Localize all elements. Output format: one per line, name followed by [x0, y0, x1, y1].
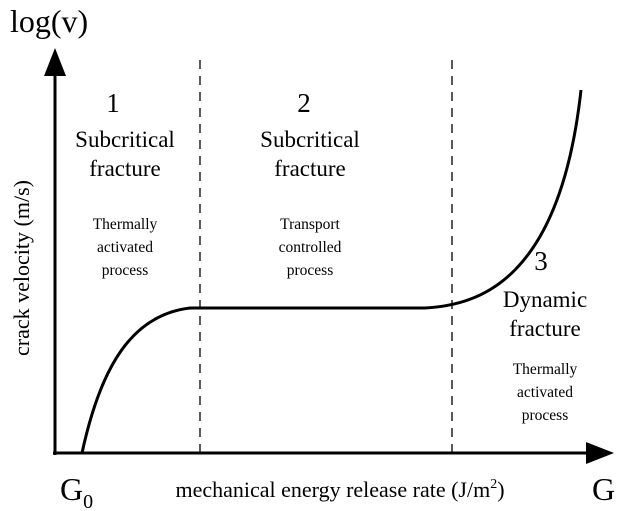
- region-title: fracture: [274, 156, 346, 181]
- region-description: Thermally: [513, 361, 578, 378]
- region-description: activated: [517, 384, 573, 401]
- x-axis-label-tail: ): [497, 477, 504, 502]
- velocity-curve: [80, 89, 583, 454]
- region-description: process: [522, 407, 569, 424]
- x-origin-base: G: [60, 471, 83, 507]
- x-origin-label: G0: [60, 471, 93, 511]
- region-description: Thermally: [93, 216, 158, 233]
- region-title: Subcritical: [260, 127, 360, 152]
- region-description: process: [102, 262, 149, 279]
- region-description: activated: [97, 239, 153, 256]
- x-end-label: G: [592, 471, 615, 507]
- region-title: fracture: [89, 156, 161, 181]
- x-axis-label-sup: 2: [490, 477, 497, 492]
- region-title: fracture: [509, 316, 581, 341]
- region-number: 3: [534, 246, 548, 276]
- region-number: 2: [297, 88, 311, 118]
- y-top-label: log(v): [10, 3, 88, 39]
- y-axis-label: crack velocity (m/s): [9, 180, 34, 356]
- region-description: process: [287, 262, 334, 279]
- x-origin-sub: 0: [83, 491, 93, 511]
- region-description: controlled: [279, 239, 342, 256]
- regions: 1 Subcritical fracture Thermally activated pr…: [75, 88, 587, 424]
- y-axis-arrow: [44, 48, 66, 76]
- region-number: 1: [106, 88, 120, 118]
- x-axis-label: mechanical energy release rate (J/m2): [175, 477, 504, 502]
- x-axis-arrow: [586, 442, 614, 464]
- x-axis-label-text: mechanical energy release rate (J/m: [175, 477, 490, 502]
- region-description: Transport: [280, 216, 340, 233]
- region-title: Dynamic: [503, 287, 587, 312]
- region-title: Subcritical: [75, 127, 175, 152]
